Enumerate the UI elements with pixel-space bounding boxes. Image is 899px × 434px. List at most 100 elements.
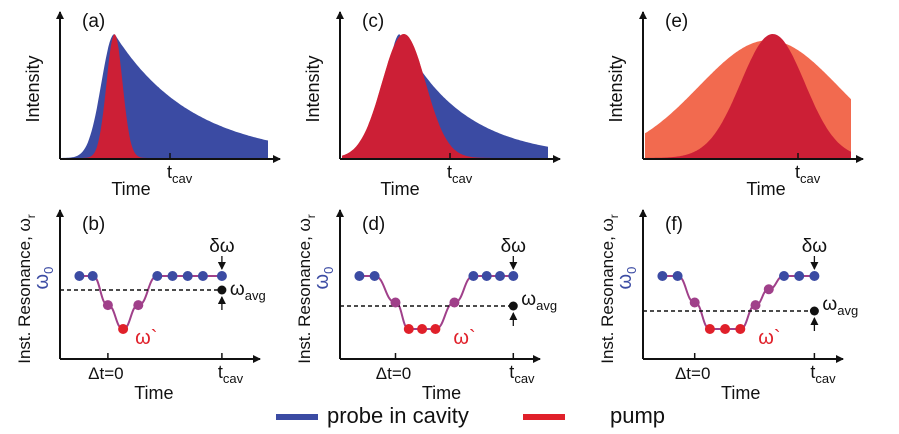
tcav-label-sub: cav [800,171,821,186]
omega-avg-label: ωavg [521,289,557,313]
tcav-label-main: t [447,162,452,182]
tcav-label-main: t [795,162,800,182]
resonance-axis-label: Inst. Resonance, ωr [598,214,621,364]
omega-avg-label-sub: avg [245,288,266,303]
omega-avg-label-sub: avg [837,303,858,318]
average-marker [809,306,819,316]
omega-zero-main: ω [31,274,53,290]
tcav-label: tcav [447,162,473,186]
intensity-plot: (e) Intensity tcav Time [606,11,864,199]
transition-dot [763,284,774,295]
resonance-axis-sub: r [24,214,38,218]
probe-pulse-area [62,34,268,158]
resonance-axis-label: Inst. Resonance, ωr [15,214,38,364]
legend-label-probe: probe in cavity [327,403,469,428]
transition-dot [133,300,144,311]
probe-dot [74,271,85,281]
dt0-label: Δt=0 [376,364,411,383]
probe-dot [508,271,519,281]
omega-zero-label: ω0 [31,267,56,290]
probe-dot [672,271,683,281]
probe-dot [152,271,163,281]
legend-label-pump: pump [610,403,665,428]
pump-dot [704,324,715,334]
panel-letter: (f) [665,214,683,235]
time-axis-label: Time [111,179,150,199]
tcav-label-main: t [167,162,172,182]
omega-zero-main: ω [614,274,636,290]
delta-omega-label: δω [802,236,828,257]
transition-dot [390,297,401,308]
resonance-axis-main: Inst. Resonance, ω [15,218,34,364]
probe-dot [197,271,208,281]
panel-letter: (b) [82,214,105,235]
omega-avg-label-main: ω [521,289,536,310]
omega-avg-label-main: ω [822,294,837,315]
pump-dot [720,324,731,334]
probe-dot [794,271,805,281]
time-axis-label: Time [380,179,419,199]
resonance-axis-sub: r [304,214,318,218]
probe-dot [369,271,380,281]
resonance-axis-main: Inst. Resonance, ω [295,218,314,364]
tcav-label: tcav [218,362,244,386]
tcav-label-main: t [218,362,223,382]
tcav-label-sub: cav [452,171,473,186]
dt0-label: Δt=0 [88,364,123,383]
intensity-axis-label: Intensity [606,55,626,122]
tcav-label: tcav [810,362,836,386]
pump-dot [403,324,414,334]
panel-letter: (c) [362,11,384,32]
intensity-plot: (a) Intensity tcav Time [23,11,281,199]
probe-dot [468,271,479,281]
omega-zero-sub: 0 [41,267,56,274]
omega-avg-label-sub: avg [536,298,557,313]
panel-letter: (a) [82,11,105,32]
pump-dot [417,324,428,334]
omega-prime-label: ω` [453,327,475,349]
resonance-axis-main: Inst. Resonance, ω [598,218,617,364]
pump-pulse-area [645,34,851,158]
probe-dot [657,271,668,281]
tcav-label: tcav [795,162,821,186]
intensity-axis-label: Intensity [303,55,323,122]
tcav-label-sub: cav [223,371,244,386]
omega-avg-label: ωavg [822,294,858,318]
time-axis-label: Time [721,383,760,403]
probe-dot [354,271,365,281]
omega-prime-label: ω` [758,327,780,349]
tcav-label-sub: cav [815,371,836,386]
resonance-axis-sub: r [607,214,621,218]
panel-letter: (d) [362,214,385,235]
resonance-curve [359,275,514,330]
delta-omega-label: δω [501,236,527,257]
resonance-axis-label: Inst. Resonance, ωr [295,214,318,364]
average-marker [508,301,518,311]
intensity-plot: (c) Intensity tcav Time [303,11,561,199]
pump-dot [430,324,441,334]
average-marker [217,285,227,295]
omega-zero-main: ω [311,274,333,290]
pump-dot [118,324,129,334]
transition-dot [689,297,700,308]
intensity-axis-label: Intensity [23,55,43,122]
legend: probe in cavity pump [276,403,665,428]
resonance-curve [79,275,222,331]
probe-dot [809,271,820,281]
probe-dot [182,271,193,281]
probe-dot [87,271,98,281]
delta-omega-label: δω [209,236,235,257]
omega-zero-label: ω0 [614,267,639,290]
panel-letter: (e) [665,11,688,32]
omega-zero-label: ω0 [311,267,336,290]
time-axis-label: Time [746,179,785,199]
tcav-label: tcav [509,362,535,386]
pump-pulse-area [342,34,548,158]
probe-dot [167,271,178,281]
